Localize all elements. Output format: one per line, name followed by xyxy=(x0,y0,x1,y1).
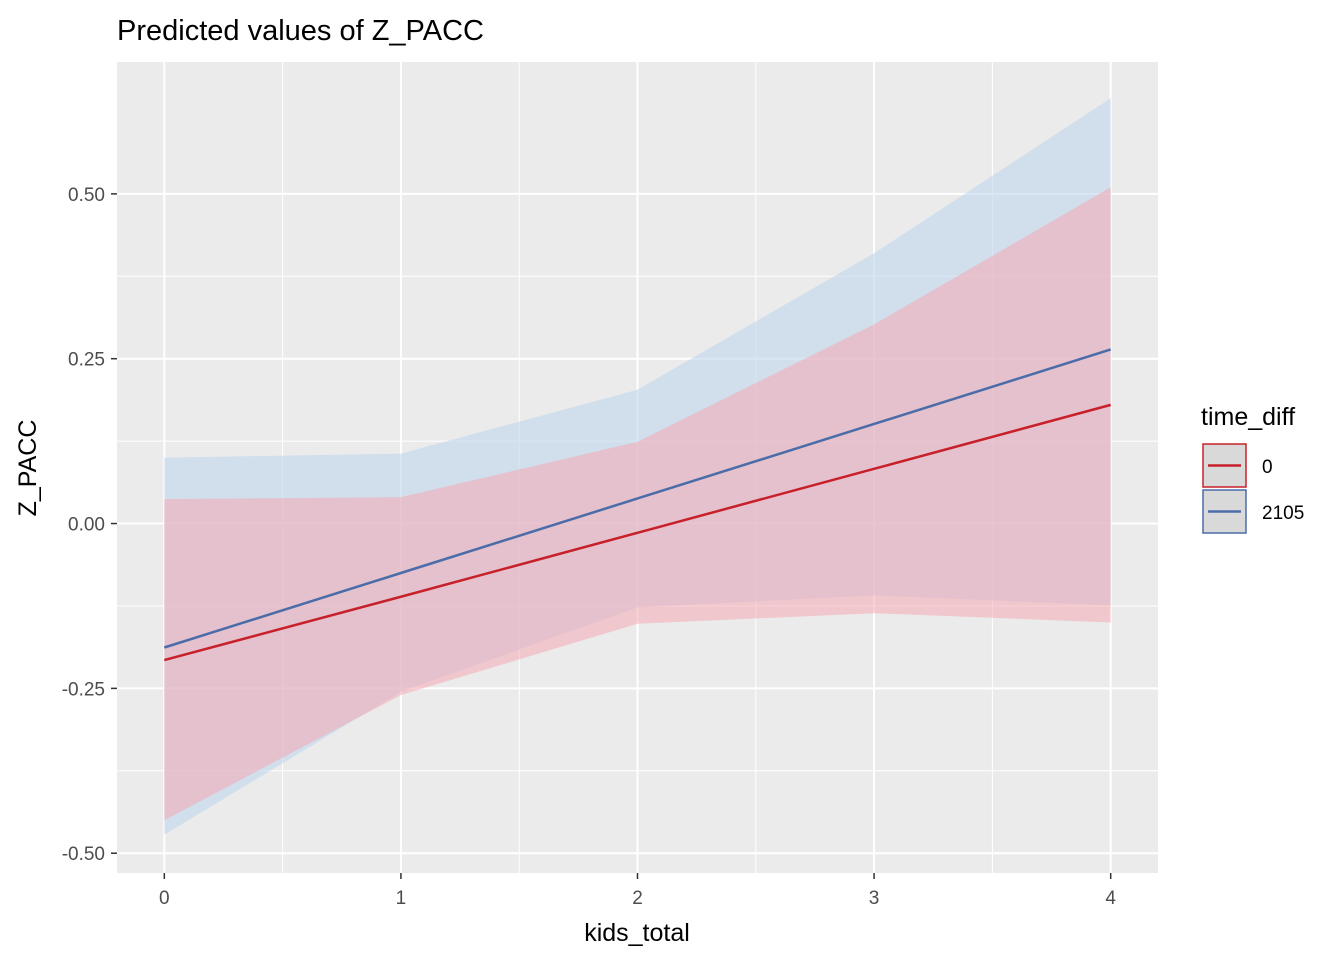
series-lines xyxy=(163,348,1112,662)
chart-title: Predicted values of Z_PACC xyxy=(117,15,484,47)
confidence-band-0 xyxy=(164,187,1111,821)
y-axis-label: Z_PACC xyxy=(14,420,42,517)
y-tick-label: 0.50 xyxy=(68,185,105,206)
x-axis-label: kids_total xyxy=(584,919,690,947)
y-tick-label: -0.50 xyxy=(62,844,105,865)
legend-item-2105: 2105 xyxy=(1202,489,1304,534)
x-tick-label: 0 xyxy=(159,888,170,909)
series-line-0 xyxy=(163,403,1112,662)
y-tick-label: -0.25 xyxy=(62,679,105,700)
series-line-2105 xyxy=(163,348,1112,649)
y-axis: -0.50 -0.25 0.00 0.25 0.50 xyxy=(62,185,117,865)
legend-label-2105: 2105 xyxy=(1262,503,1304,524)
x-tick-label: 1 xyxy=(396,888,407,909)
x-tick-label: 2 xyxy=(632,888,643,909)
x-tick-label: 4 xyxy=(1105,888,1116,909)
legend-item-0: 0 xyxy=(1202,443,1273,488)
y-tick-label: 0.25 xyxy=(68,350,105,371)
x-axis: 0 1 2 3 4 xyxy=(159,873,1116,909)
legend-label-0: 0 xyxy=(1262,457,1273,478)
legend: time_diff 0 2105 xyxy=(1201,403,1304,534)
x-tick-label: 3 xyxy=(869,888,880,909)
confidence-bands xyxy=(164,98,1111,835)
y-tick-label: 0.00 xyxy=(68,515,105,536)
legend-title: time_diff xyxy=(1201,403,1295,431)
